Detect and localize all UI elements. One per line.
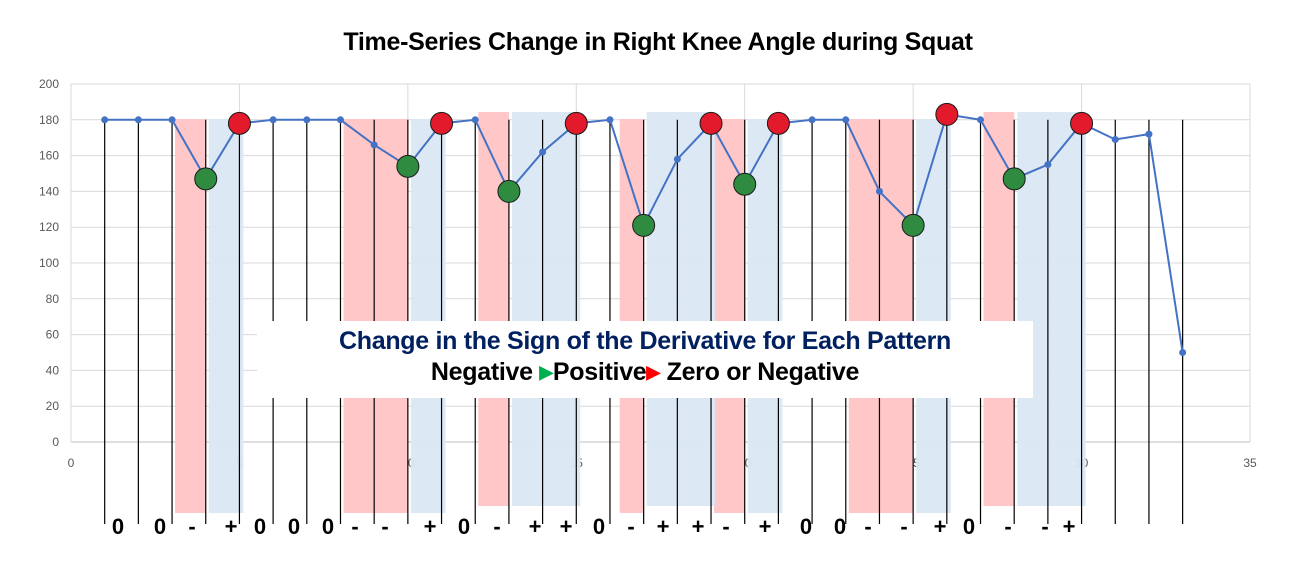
positive-derivative-region — [646, 112, 716, 506]
negative-label: Negative — [430, 358, 540, 386]
derivative-sign-label: 0 — [322, 514, 334, 539]
y-tick-label: 60 — [46, 328, 60, 342]
negative-derivative-region — [619, 119, 644, 513]
derivative-sign-label: - — [1004, 514, 1011, 539]
data-point — [168, 116, 176, 124]
derivative-sign-label: + — [759, 514, 772, 539]
data-point — [370, 141, 378, 149]
annotation-pattern: Negative ▶Positive▶ Zero or Negative — [257, 358, 1033, 387]
local-maximum-marker — [766, 111, 790, 135]
derivative-sign-label: - — [381, 514, 388, 539]
data-point — [336, 116, 344, 124]
y-tick-label: 80 — [46, 292, 60, 306]
y-tick-label: 120 — [39, 220, 59, 234]
derivative-sign-label: + — [560, 514, 573, 539]
negative-derivative-region — [343, 119, 408, 513]
derivative-sign-label: + — [934, 514, 947, 539]
y-tick-label: 20 — [46, 399, 60, 413]
data-point — [539, 148, 547, 156]
y-tick-label: 200 — [39, 77, 59, 91]
red-arrow-icon: ▶ — [646, 362, 660, 382]
data-point — [808, 116, 816, 124]
local-maximum-marker — [430, 111, 454, 135]
data-point — [673, 155, 681, 163]
positive-derivative-region — [916, 119, 951, 513]
derivative-sign-label: 0 — [288, 514, 300, 539]
data-point — [134, 116, 142, 124]
local-maximum-marker — [564, 111, 588, 135]
derivative-sign-label: + — [692, 514, 705, 539]
zero-or-negative-label: Zero or Negative — [659, 358, 860, 386]
annotation-heading: Change in the Sign of the Derivative for… — [339, 327, 951, 355]
data-point — [977, 116, 985, 124]
negative-derivative-region — [848, 119, 914, 513]
local-minimum-marker — [733, 172, 757, 196]
data-point — [1044, 161, 1052, 169]
local-minimum-marker — [901, 213, 925, 237]
y-tick-label: 0 — [52, 435, 59, 449]
derivative-sign-label: 0 — [254, 514, 266, 539]
data-point — [101, 116, 109, 124]
positive-label: Positive — [552, 358, 647, 386]
negative-derivative-region — [478, 112, 509, 506]
y-tick-label: 100 — [39, 256, 59, 270]
data-point — [1111, 135, 1119, 143]
local-maximum-marker — [699, 111, 723, 135]
data-point — [606, 116, 614, 124]
derivative-sign-label: + — [225, 514, 238, 539]
data-point — [269, 116, 277, 124]
local-minimum-marker — [194, 167, 218, 191]
derivative-sign-label: 0 — [593, 514, 605, 539]
positive-derivative-region — [511, 112, 581, 506]
data-point — [875, 187, 883, 195]
green-arrow-icon: ▶ — [539, 362, 553, 382]
derivative-sign-label: - — [627, 514, 634, 539]
derivative-sign-label: 0 — [963, 514, 975, 539]
data-point — [471, 116, 479, 124]
derivative-sign-label: 0 — [834, 514, 846, 539]
derivative-sign-label: + — [424, 514, 437, 539]
local-maximum-marker — [227, 111, 251, 135]
derivative-sign-label: 0 — [154, 514, 166, 539]
local-minimum-marker — [497, 179, 521, 203]
derivative-sign-label: - — [722, 514, 729, 539]
x-tick-label: 35 — [1243, 456, 1257, 470]
derivative-sign-label: 0 — [458, 514, 470, 539]
local-minimum-marker — [1002, 167, 1026, 191]
y-tick-label: 140 — [39, 184, 59, 198]
derivative-sign-label: - — [351, 514, 358, 539]
y-tick-label: 180 — [39, 113, 59, 127]
derivative-sign-label: - — [1041, 514, 1048, 539]
data-point — [1179, 349, 1187, 356]
positive-derivative-region — [410, 119, 446, 513]
data-point — [842, 116, 850, 124]
derivative-sign-label: - — [900, 514, 907, 539]
derivative-sign-label: 0 — [112, 514, 124, 539]
chart-title: Time-Series Change in Right Knee Angle d… — [343, 28, 973, 56]
local-minimum-marker — [632, 213, 656, 237]
y-tick-label: 40 — [46, 363, 60, 377]
x-tick-label: 0 — [68, 456, 75, 470]
derivative-sign-label: - — [188, 514, 195, 539]
derivative-sign-label: + — [529, 514, 542, 539]
derivative-sign-label: - — [864, 514, 871, 539]
derivative-sign-label: + — [1063, 514, 1076, 539]
derivative-sign-label: + — [657, 514, 670, 539]
y-tick-label: 160 — [39, 149, 59, 163]
annotation-box: Change in the Sign of the Derivative for… — [257, 321, 1033, 398]
derivative-sign-label: - — [493, 514, 500, 539]
local-maximum-marker — [1070, 111, 1094, 135]
local-maximum-marker — [935, 102, 959, 126]
local-minimum-marker — [396, 154, 420, 178]
positive-derivative-region — [1017, 112, 1086, 506]
derivative-sign-label: 0 — [800, 514, 812, 539]
data-point — [303, 116, 311, 124]
data-point — [1145, 130, 1153, 138]
